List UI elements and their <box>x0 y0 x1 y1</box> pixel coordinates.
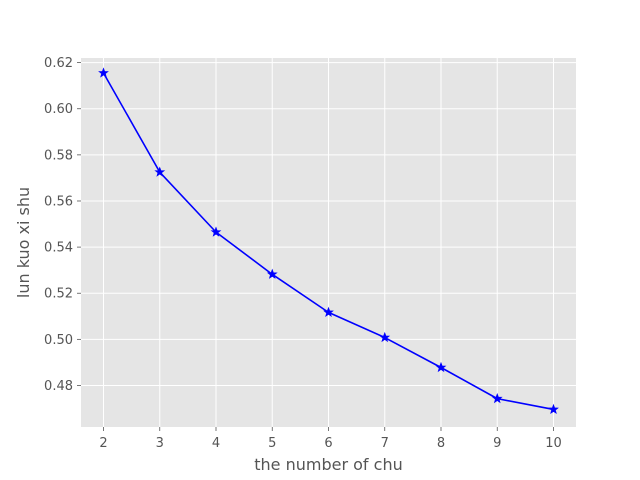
data-point-marker <box>266 268 278 279</box>
y-tick-label: 0.62 <box>44 56 73 71</box>
x-tick-label: 6 <box>324 436 332 451</box>
y-axis-label: lun kuo xi shu <box>14 187 33 298</box>
x-axis-label: the number of chu <box>254 455 402 474</box>
data-point-marker <box>210 226 222 237</box>
data-point-marker <box>323 306 334 317</box>
x-tick-label: 10 <box>545 436 562 451</box>
x-tick-label: 8 <box>437 436 445 451</box>
series-layer <box>98 67 559 415</box>
data-point-marker <box>548 403 559 415</box>
x-tick-label: 7 <box>381 436 389 451</box>
data-point-marker <box>491 392 503 404</box>
data-point-marker <box>98 67 109 78</box>
y-tick-label: 0.58 <box>44 148 73 163</box>
x-tick-label: 3 <box>156 436 164 451</box>
y-tick-label: 0.56 <box>44 194 73 209</box>
x-tick-label: 4 <box>212 436 220 451</box>
x-tick-label: 2 <box>99 436 107 451</box>
y-tick-label: 0.52 <box>44 287 73 302</box>
y-tick-label: 0.60 <box>44 102 73 117</box>
y-tick-label: 0.48 <box>44 379 73 394</box>
x-tick-label: 5 <box>268 436 276 451</box>
y-tick-label: 0.54 <box>44 241 73 256</box>
grid-lines <box>81 58 576 427</box>
data-point-marker <box>154 166 166 177</box>
y-tick-label: 0.50 <box>44 333 73 348</box>
y-axis: 0.48 0.50 0.52 0.54 0.56 0.58 0.60 0.62 <box>44 56 81 394</box>
x-axis: 2 3 4 5 6 7 8 9 10 <box>99 427 562 451</box>
data-point-marker <box>379 331 391 343</box>
x-tick-label: 9 <box>493 436 501 451</box>
data-point-marker <box>435 361 447 373</box>
